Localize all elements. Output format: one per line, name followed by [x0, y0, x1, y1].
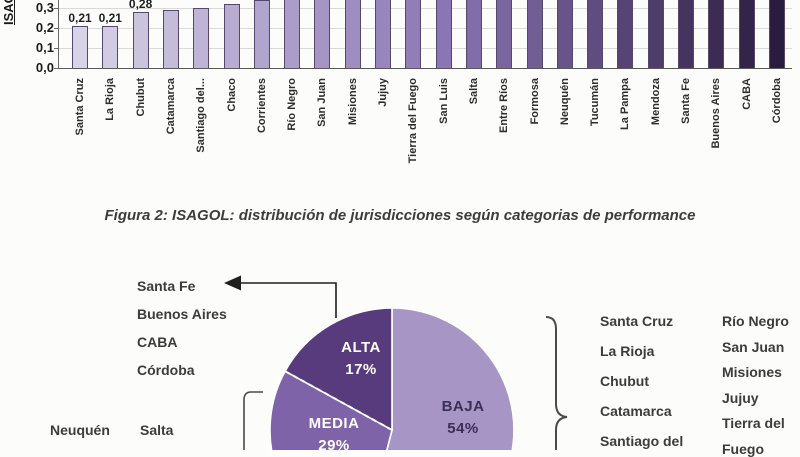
list-item: Neuquén: [50, 422, 110, 438]
list-item: Fuego: [722, 440, 764, 457]
list-item: Santa Fe: [137, 278, 196, 294]
pie-slice-label: BAJA: [442, 398, 485, 415]
arrow-left-icon: [224, 275, 241, 291]
y-axis-line: [58, 0, 59, 68]
bar: [587, 0, 604, 68]
bar: [435, 0, 452, 68]
bar: [738, 0, 755, 68]
list-item: San Juan: [722, 338, 785, 355]
bar: [526, 0, 543, 68]
list-item: Salta: [140, 422, 174, 438]
alta-media-dashed-boundary: [284, 370, 393, 431]
bar-chart-plot-area: 0,21 0,21 0,28: [0, 0, 800, 68]
bar: [465, 0, 482, 68]
bar: [132, 12, 149, 68]
bar: [193, 8, 210, 68]
bar: [556, 0, 573, 68]
gridline: [58, 8, 792, 9]
bar: [647, 0, 664, 68]
y-tick-mark: [54, 8, 58, 9]
x-axis-line: [58, 68, 792, 69]
list-item: La Rioja: [600, 343, 655, 359]
list-item: Río Negro: [722, 313, 789, 329]
list-item: Tierra del: [722, 415, 785, 431]
list-item: Santa Cruz: [600, 313, 674, 329]
list-item: Catamarca: [600, 403, 672, 419]
bar: [708, 0, 725, 68]
bar: [496, 0, 513, 68]
bar: [768, 0, 785, 68]
y-tick-label: 0,0: [35, 60, 54, 75]
pie-slice-label: 54%: [447, 420, 479, 437]
bar: [162, 10, 179, 68]
list-item: Chubut: [600, 373, 649, 389]
bar: [314, 0, 331, 68]
bar: [405, 0, 422, 68]
y-tick-label: 0,2: [35, 20, 54, 35]
bar: [102, 26, 119, 68]
bar: [344, 0, 361, 68]
y-tick-label: 0,3: [35, 0, 54, 15]
pie-slice-media: [269, 370, 393, 450]
figure-caption: Figura 2: ISAGOL: distribución de jurisd…: [104, 207, 696, 224]
bar: [678, 0, 694, 68]
baja-brace: [545, 316, 568, 450]
list-item: Misiones: [722, 364, 782, 380]
list-item: Córdoba: [137, 362, 195, 378]
bar-value-label: 0,28: [128, 0, 153, 11]
gridline: [58, 28, 792, 29]
list-item: CABA: [137, 334, 178, 350]
alta-arrow-connector: [239, 282, 337, 318]
y-tick-label: 0,1: [35, 40, 54, 55]
bar: [284, 0, 301, 68]
list-item: Buenos Aires: [137, 306, 227, 322]
pie-slice-label: MEDIA: [309, 415, 360, 432]
bar: [617, 0, 634, 68]
media-bracket-connector: [243, 391, 263, 450]
bar: [223, 4, 240, 68]
bar: [253, 0, 270, 68]
pie-slice-alta: [284, 307, 393, 432]
y-tick-mark: [54, 48, 58, 49]
pie-slice-label: 17%: [345, 361, 377, 378]
pie-slice-label: ALTA: [341, 339, 381, 356]
y-tick-mark: [54, 28, 58, 29]
list-item: Jujuy: [722, 389, 759, 406]
gridline: [58, 48, 792, 49]
pie-slice-baja: [386, 307, 515, 450]
bar-value-label: 0,21: [98, 11, 122, 25]
bar: [375, 0, 391, 68]
bar-value-label: 0,21: [68, 11, 92, 25]
y-tick-mark: [54, 68, 58, 69]
bar: [72, 26, 88, 68]
list-item: Santiago del: [600, 433, 684, 449]
pie-slice-label: 29%: [318, 437, 350, 450]
